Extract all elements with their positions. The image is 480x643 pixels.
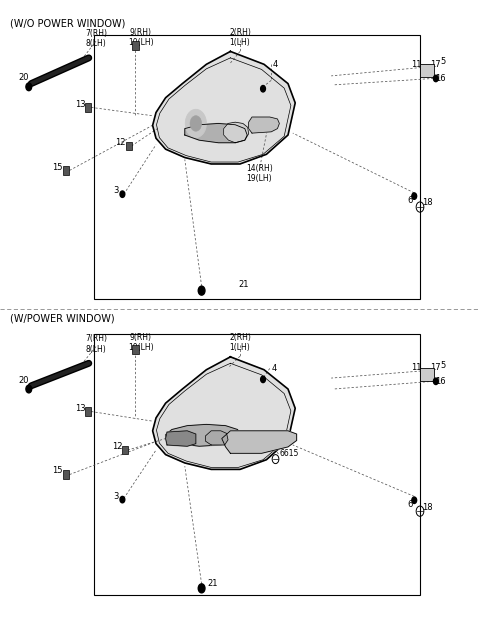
Bar (94, 35, 420, 299)
Text: 11: 11 (411, 363, 421, 372)
Bar (63, 167, 70, 174)
Circle shape (120, 191, 125, 197)
Bar (132, 345, 139, 354)
Text: 6615: 6615 (279, 449, 299, 458)
Text: 13: 13 (75, 404, 85, 413)
Circle shape (185, 109, 206, 138)
Text: 16: 16 (435, 74, 445, 83)
Text: 21: 21 (207, 579, 218, 588)
Circle shape (261, 376, 265, 383)
Circle shape (26, 385, 32, 393)
Text: 17: 17 (430, 60, 441, 69)
Text: 12: 12 (115, 138, 126, 147)
Bar (126, 142, 132, 150)
Circle shape (120, 496, 125, 503)
Text: (W/O POWER WINDOW): (W/O POWER WINDOW) (10, 18, 125, 28)
Text: 20: 20 (18, 376, 29, 385)
Text: 15: 15 (52, 163, 62, 172)
Bar (94, 334, 420, 595)
Circle shape (26, 83, 32, 91)
Circle shape (261, 86, 265, 92)
Polygon shape (166, 431, 196, 446)
Text: 9(RH)
10(LH): 9(RH) 10(LH) (128, 333, 154, 352)
Bar (122, 446, 128, 454)
Bar (84, 408, 91, 416)
Circle shape (198, 286, 205, 295)
Text: 6: 6 (408, 500, 413, 509)
Text: 9(RH)
10(LH): 9(RH) 10(LH) (128, 28, 154, 47)
Polygon shape (185, 123, 247, 143)
Circle shape (412, 193, 417, 199)
Bar (132, 41, 139, 50)
Circle shape (190, 116, 202, 131)
Text: 12: 12 (112, 442, 122, 451)
Bar (63, 471, 70, 478)
Polygon shape (222, 431, 297, 453)
Polygon shape (166, 424, 240, 446)
Text: 18: 18 (422, 503, 433, 512)
Polygon shape (249, 117, 279, 133)
Text: 11: 11 (411, 60, 421, 69)
Text: 21: 21 (239, 280, 249, 289)
Polygon shape (153, 357, 295, 469)
Text: 13: 13 (75, 100, 85, 109)
Bar (420, 64, 434, 77)
Circle shape (433, 378, 438, 385)
Polygon shape (205, 431, 228, 445)
Circle shape (433, 75, 438, 82)
Text: 18: 18 (422, 198, 433, 207)
Bar (84, 103, 91, 112)
Text: 7(RH)
8(LH): 7(RH) 8(LH) (85, 29, 107, 48)
Bar (420, 368, 434, 381)
Text: 17: 17 (430, 363, 441, 372)
Text: 14(RH)
19(LH): 14(RH) 19(LH) (246, 164, 273, 183)
Text: 4: 4 (273, 60, 278, 69)
Text: (W/POWER WINDOW): (W/POWER WINDOW) (10, 314, 114, 324)
Text: 3: 3 (114, 492, 119, 501)
Polygon shape (153, 51, 295, 164)
Text: 5: 5 (441, 361, 446, 370)
Text: 5: 5 (441, 57, 446, 66)
Text: 2(RH)
1(LH): 2(RH) 1(LH) (229, 333, 251, 352)
Text: 3: 3 (114, 186, 119, 195)
Circle shape (412, 497, 417, 503)
Text: 15: 15 (52, 466, 62, 475)
Text: 20: 20 (18, 73, 29, 82)
Text: 6: 6 (408, 196, 413, 205)
Polygon shape (224, 122, 249, 143)
Text: 7(RH)
8(LH): 7(RH) 8(LH) (85, 334, 107, 354)
Text: 4: 4 (271, 364, 276, 373)
Circle shape (198, 584, 205, 593)
Text: 16: 16 (435, 377, 445, 386)
Text: 2(RH)
1(LH): 2(RH) 1(LH) (229, 28, 251, 47)
